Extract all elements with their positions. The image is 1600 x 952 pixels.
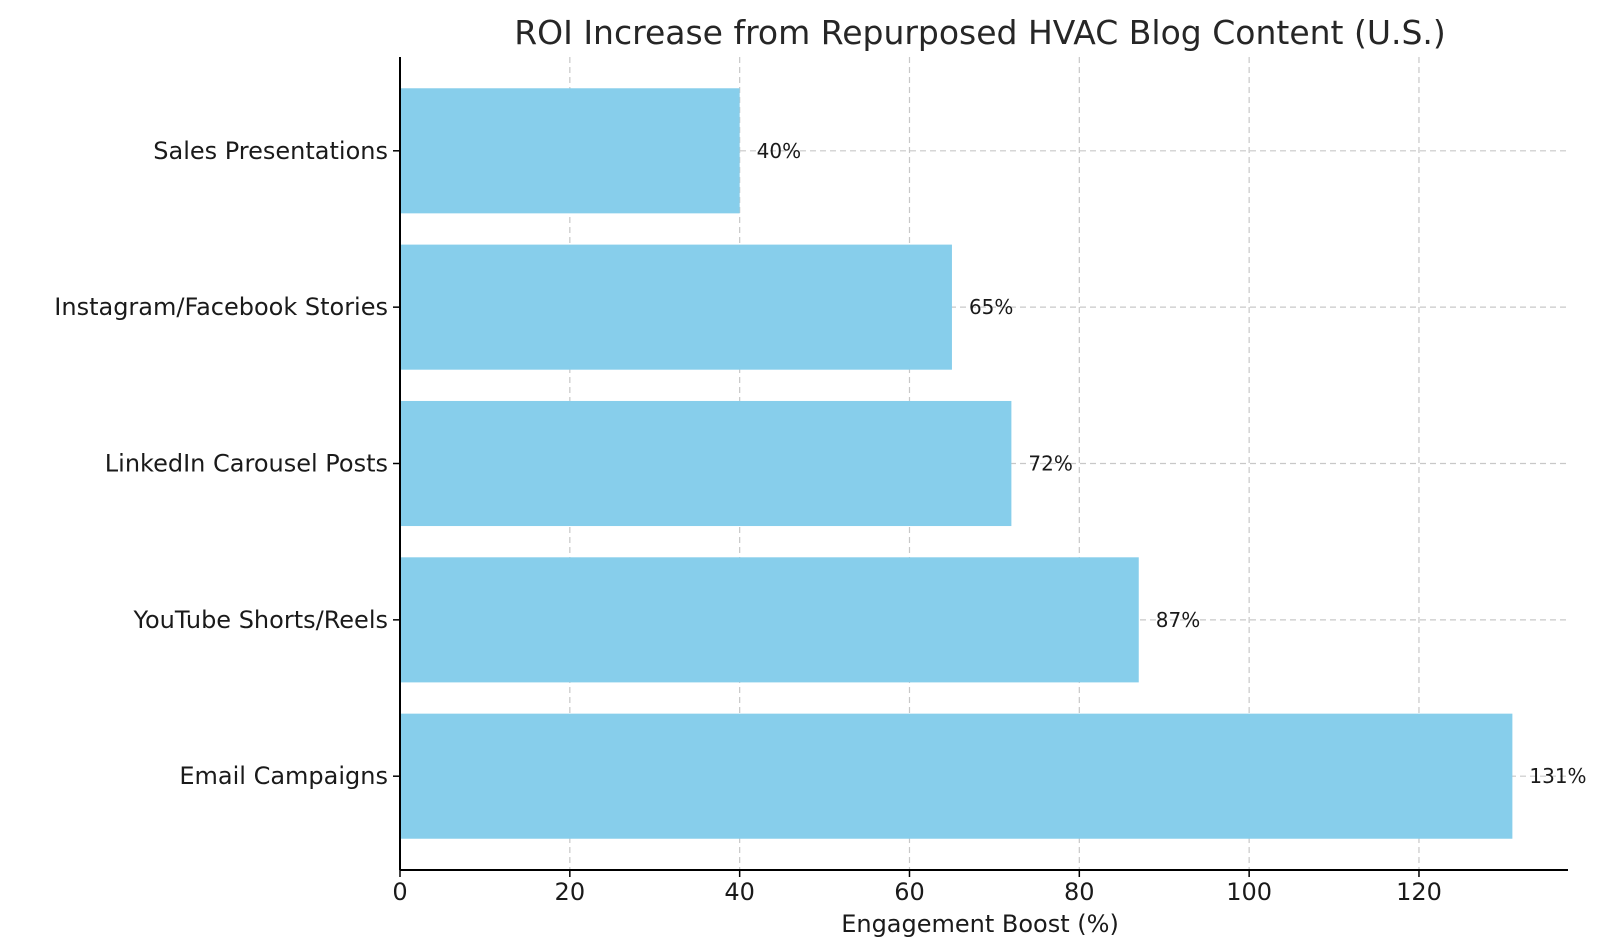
data-label-1: 87%	[1156, 608, 1200, 632]
data-label-4: 40%	[757, 139, 801, 163]
x-tick-label-6: 120	[1396, 878, 1442, 906]
x-axis-label: Engagement Boost (%)	[841, 910, 1119, 938]
category-label-4: Sales Presentations	[153, 137, 388, 165]
label-layer: 131% 87% 72% 65% 40% 0 20 40 60 80 100 120 Email Cam…	[54, 137, 1586, 906]
chart-title: ROI Increase from Repurposed HVAC Blog C…	[514, 13, 1446, 52]
bar-1	[400, 557, 1139, 683]
bar-4	[400, 88, 740, 214]
x-tick-label-0: 0	[392, 878, 407, 906]
axis-layer	[393, 57, 1568, 877]
bar-2	[400, 400, 1012, 527]
data-label-2: 72%	[1028, 452, 1072, 476]
category-label-3: Instagram/Facebook Stories	[54, 293, 388, 321]
category-label-1: YouTube Shorts/Reels	[132, 606, 388, 634]
x-tick-label-1: 20	[555, 878, 586, 906]
x-tick-label-3: 60	[894, 878, 925, 906]
bar-0	[400, 713, 1513, 839]
data-label-0: 131%	[1529, 764, 1586, 788]
category-label-2: LinkedIn Carousel Posts	[105, 450, 388, 478]
x-tick-label-5: 100	[1226, 878, 1272, 906]
x-tick-label-2: 40	[724, 878, 755, 906]
x-tick-label-4: 80	[1064, 878, 1095, 906]
bar-layer	[400, 88, 1513, 839]
category-label-0: Email Campaigns	[179, 762, 388, 790]
bar-3	[400, 244, 952, 370]
data-label-3: 65%	[969, 295, 1013, 319]
